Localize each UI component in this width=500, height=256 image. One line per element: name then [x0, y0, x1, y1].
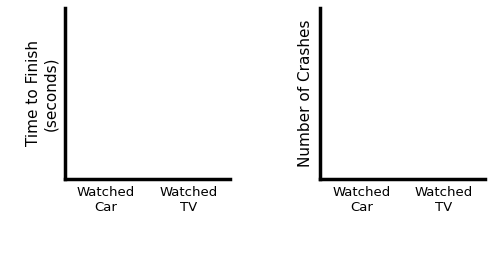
Y-axis label: Number of Crashes: Number of Crashes [298, 20, 314, 167]
Y-axis label: Time to Finish
(seconds): Time to Finish (seconds) [26, 40, 58, 146]
